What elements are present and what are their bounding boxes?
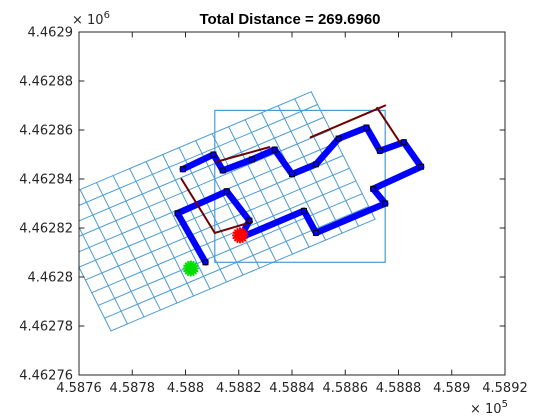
- grid-line-v: [310, 91, 376, 220]
- x-tick-label: 4.5892: [482, 381, 528, 396]
- transit-link: [309, 104, 387, 139]
- x-tick-label: 4.5884: [269, 381, 315, 396]
- x-exponent-label-base: × 10: [470, 402, 502, 417]
- waypoint-marker: [312, 161, 319, 168]
- grid-line-v: [79, 189, 145, 318]
- grid-line-v: [129, 168, 194, 297]
- grid-line-v: [96, 182, 161, 311]
- x-tick-label: 4.5886: [323, 381, 369, 396]
- waypoint-marker: [400, 139, 407, 146]
- x-tick-label: 4.589: [433, 381, 470, 396]
- x-exponent-label-power: 5: [502, 399, 508, 410]
- start-marker: [182, 260, 199, 277]
- waypoint-marker: [210, 151, 217, 158]
- transit-link: [215, 146, 271, 163]
- x-exponent-label: × 105: [470, 399, 508, 417]
- grid-line-v: [244, 119, 310, 248]
- grid-line-v: [79, 226, 128, 325]
- transit-link: [376, 106, 401, 144]
- y-exponent-label: × 106: [72, 10, 110, 28]
- y-tick-label: 4.46278: [19, 320, 73, 335]
- waypoint-marker: [370, 185, 377, 192]
- chart-title: Total Distance = 269.6960: [199, 11, 380, 28]
- y-exponent-label-power: 6: [104, 10, 110, 21]
- waypoint-marker: [300, 207, 307, 214]
- grid-line-v: [228, 126, 294, 255]
- grid-line-v: [112, 175, 178, 304]
- waypoint-marker: [174, 210, 181, 217]
- x-tick-label: 4.5878: [110, 381, 156, 396]
- y-tick-label: 4.46276: [19, 369, 73, 384]
- y-tick-label: 4.46286: [19, 124, 73, 139]
- x-tick-label: 4.5888: [376, 381, 422, 396]
- end-marker: [231, 227, 249, 244]
- grid-line-v: [79, 266, 112, 332]
- axes-box: [78, 31, 506, 376]
- waypoint-marker: [363, 124, 370, 131]
- waypoint-marker: [246, 217, 253, 224]
- axes: 4.5876 4.5878 4.588 4.5882 4.5884 4.5886 4.588…: [19, 10, 528, 417]
- waypoint-marker: [219, 167, 226, 174]
- transit-link: [213, 220, 254, 234]
- start-marker-ray: [183, 264, 199, 273]
- waypoint-marker: [249, 156, 256, 163]
- waypoint-marker: [271, 146, 278, 153]
- y-tick-label: 4.4628: [28, 271, 74, 286]
- waypoint-marker: [335, 135, 342, 142]
- y-tick-label: 4.4629: [28, 26, 74, 41]
- grid-line-v: [294, 98, 360, 227]
- waypoint-marker: [289, 171, 295, 178]
- waypoint-marker: [202, 259, 209, 266]
- grid-line-v: [211, 133, 277, 262]
- y-exponent-label-base: × 10: [72, 13, 104, 28]
- waypoint-marker: [382, 200, 389, 207]
- y-tick-label: 4.46288: [19, 75, 73, 90]
- waypoint-marker: [223, 188, 230, 195]
- end-marker-ray: [232, 231, 248, 240]
- waypoint-marker: [418, 163, 425, 170]
- grid-line-v: [162, 154, 228, 283]
- y-tick-label: 4.46282: [19, 222, 73, 237]
- x-tick-label: 4.5876: [56, 381, 102, 396]
- coverage-route: [174, 124, 425, 266]
- grid-line-v: [195, 140, 261, 269]
- plot-area: [79, 91, 425, 332]
- grid-line-v: [145, 161, 211, 290]
- x-tick-label: 4.5882: [216, 381, 262, 396]
- y-tick-label: 4.46284: [19, 173, 73, 188]
- waypoint-marker: [179, 166, 186, 173]
- transit-link: [180, 178, 216, 234]
- waypoint-marker: [312, 229, 319, 236]
- waypoint-marker: [376, 147, 383, 154]
- x-tick-label: 4.588: [167, 381, 204, 396]
